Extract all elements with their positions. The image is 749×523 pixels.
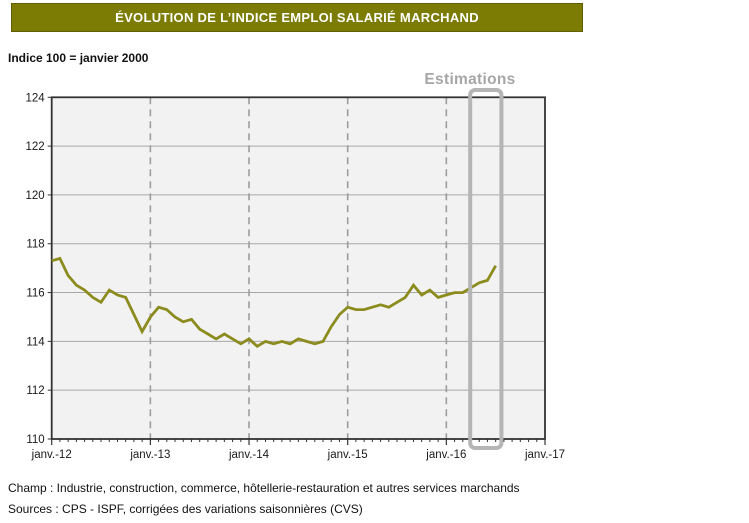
- y-axis-label: 114: [26, 336, 45, 348]
- x-axis-label: janv.-13: [129, 449, 170, 461]
- index-line: [51, 256, 497, 349]
- estimations-annotation-label: Estimations: [424, 71, 516, 88]
- x-axis-label: janv.-16: [425, 449, 466, 461]
- footnote-champ: Champ : Industrie, construction, commerc…: [8, 481, 520, 495]
- x-axis-label: janv.-14: [228, 449, 270, 461]
- footnote-sources: Sources : CPS - ISPF, corrigées des vari…: [8, 502, 363, 516]
- plot-background: [51, 97, 545, 440]
- estimations-box: [468, 88, 504, 450]
- employment-index-line-chart: 110 112 114 116 118 120 122 124 janv.-12 janv.-13…: [26, 88, 565, 461]
- y-axis-label: 122: [26, 141, 45, 153]
- index-base-note: Indice 100 = janvier 2000: [8, 51, 149, 65]
- y-axis-label: 110: [26, 434, 44, 446]
- x-axis-label: janv.-12: [31, 449, 72, 461]
- y-axis-label: 124: [26, 92, 46, 104]
- y-axis-label: 112: [26, 385, 44, 397]
- x-axis-label: janv.-15: [327, 449, 368, 461]
- y-axis-label: 116: [26, 288, 44, 300]
- y-axis-label: 120: [26, 190, 45, 202]
- x-axis-label: janv.-17: [524, 449, 565, 461]
- page-title: ÉVOLUTION DE L’INDICE EMPLOI SALARIÉ MAR…: [115, 10, 479, 25]
- chart-footnotes: Champ : Industrie, construction, commerc…: [8, 481, 520, 523]
- y-axis-label: 118: [26, 239, 44, 251]
- title-bar: ÉVOLUTION DE L’INDICE EMPLOI SALARIÉ MAR…: [11, 3, 583, 32]
- plot-border: [50, 96, 546, 440]
